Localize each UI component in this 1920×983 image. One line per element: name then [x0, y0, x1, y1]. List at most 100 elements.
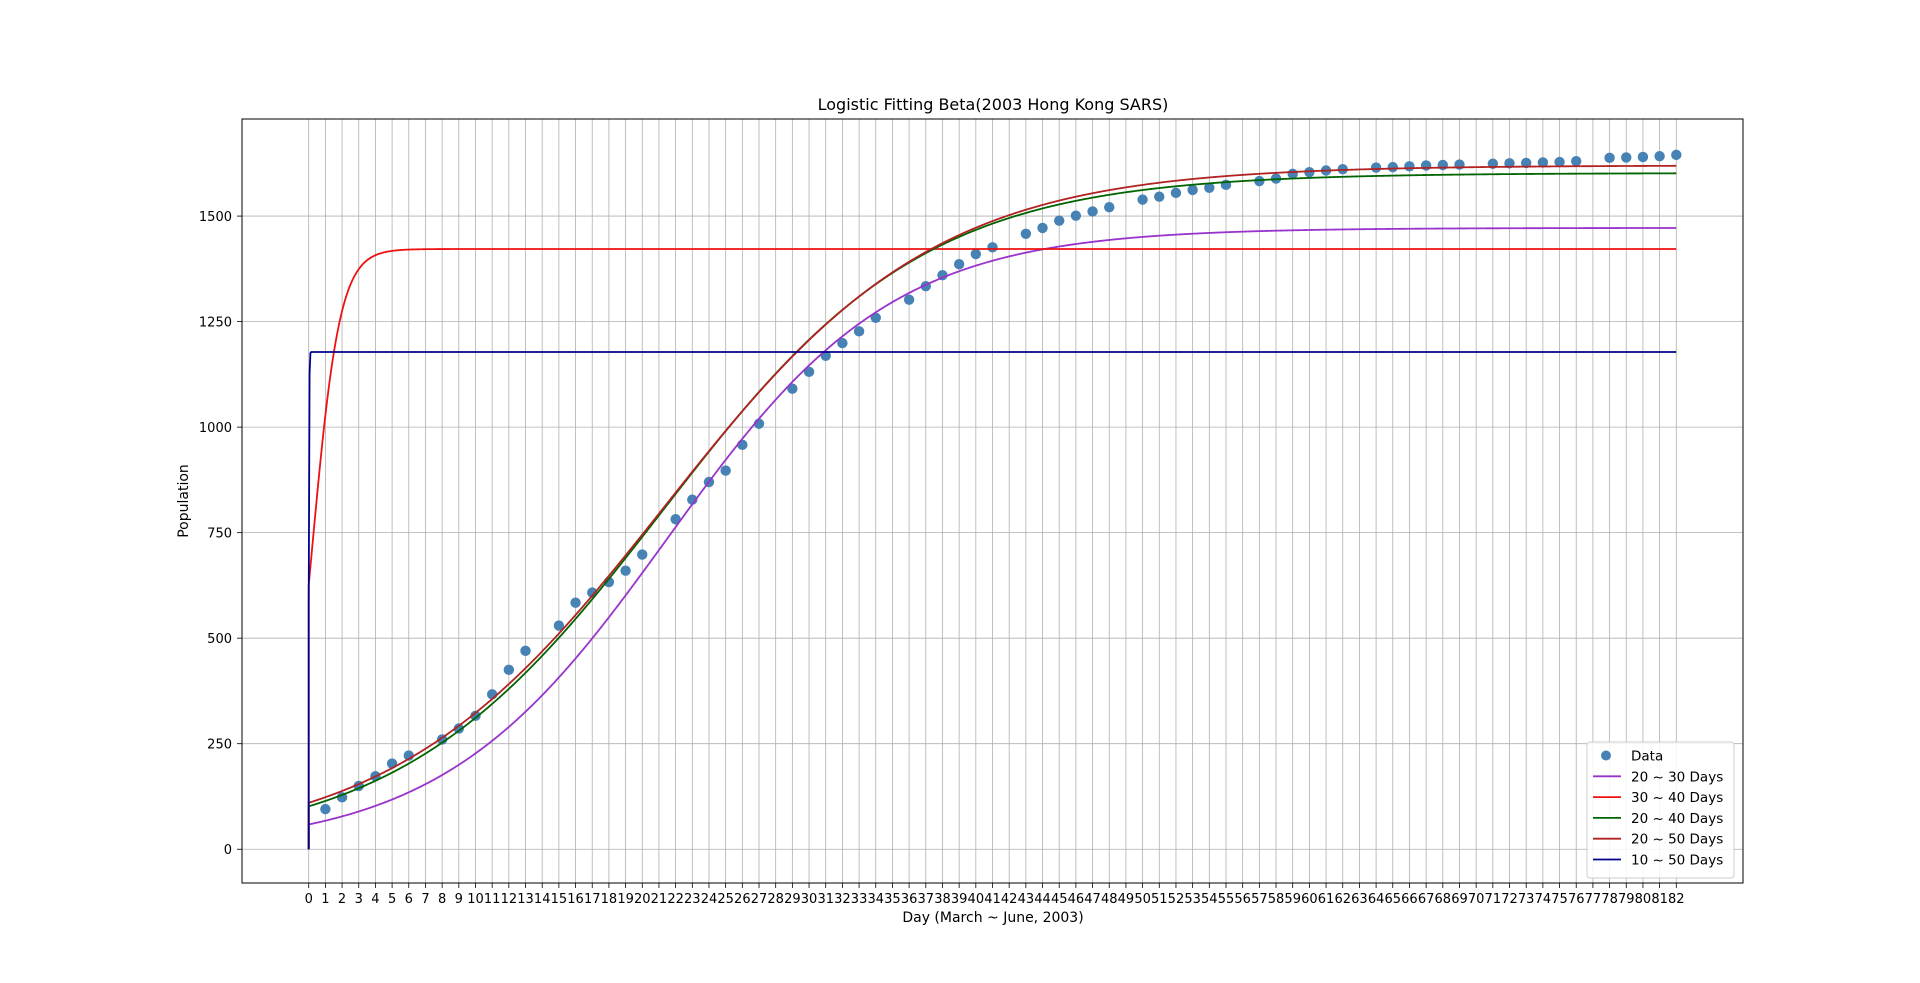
chart-title: Logistic Fitting Beta(2003 Hong Kong SAR… — [818, 95, 1169, 114]
x-tick-label: 9 — [455, 892, 463, 907]
x-tick-label: 58 — [1268, 892, 1285, 907]
data-point — [1154, 191, 1165, 202]
data-point — [1404, 161, 1415, 172]
x-tick-label: 60 — [1301, 892, 1318, 907]
x-tick-label: 14 — [534, 892, 551, 907]
y-tick-label: 250 — [207, 738, 232, 753]
x-tick-label: 45 — [1051, 892, 1068, 907]
x-tick-label: 66 — [1401, 892, 1418, 907]
grid — [242, 119, 1743, 883]
legend-label: 10 ~ 50 Days — [1631, 853, 1723, 869]
x-tick-label: 47 — [1084, 892, 1101, 907]
x-tick-label: 70 — [1468, 892, 1485, 907]
data-point — [670, 513, 681, 525]
data-point — [1604, 152, 1615, 164]
data-point — [1637, 151, 1649, 163]
data-point — [637, 549, 648, 560]
x-tick-label: 41 — [984, 892, 1001, 907]
x-tick-label: 31 — [817, 892, 834, 907]
series-layer — [307, 149, 1682, 850]
data-point — [453, 723, 465, 734]
data-point — [720, 465, 731, 476]
data-point — [1070, 210, 1082, 221]
legend-label: 20 ~ 30 Days — [1631, 769, 1723, 785]
series-line-10-50-days — [307, 351, 1677, 850]
x-tick-label: 26 — [734, 892, 751, 907]
x-tick-label: 42 — [1001, 892, 1018, 907]
x-tick-label: 11 — [484, 892, 501, 907]
data-point — [1137, 194, 1148, 205]
data-point — [1621, 152, 1632, 163]
x-tick-label: 53 — [1184, 892, 1201, 907]
x-tick-label: 81 — [1651, 892, 1668, 907]
legend-marker — [1601, 750, 1611, 761]
x-tick-label: 32 — [834, 892, 851, 907]
data-point — [520, 645, 531, 657]
series-line-30-40-days — [307, 248, 1677, 850]
data-point — [320, 803, 331, 815]
data-point — [1104, 202, 1115, 213]
data-point — [1187, 184, 1198, 196]
x-tick-label: 52 — [1168, 892, 1185, 907]
x-tick-label: 77 — [1585, 892, 1602, 907]
x-tick-label: 1 — [321, 892, 329, 907]
x-tick-label: 27 — [751, 892, 768, 907]
x-tick-label: 15 — [551, 892, 568, 907]
x-tick-label: 7 — [421, 892, 429, 907]
x-tick-label: 51 — [1151, 892, 1168, 907]
x-tick-label: 82 — [1668, 892, 1685, 907]
data-point — [1254, 175, 1265, 187]
legend: Data 20 ~ 30 Days 30 ~ 40 Days 20 ~ 40 Days… — [1586, 741, 1735, 879]
legend-entry: 30 ~ 40 Days — [1593, 790, 1723, 806]
data-point — [503, 664, 515, 676]
x-tick-label: 8 — [438, 892, 446, 907]
x-tick-label: 56 — [1234, 892, 1251, 907]
y-tick-label: 750 — [207, 527, 232, 542]
legend-entry: Data — [1601, 749, 1663, 765]
data-point — [1554, 156, 1565, 168]
x-tick-label: 33 — [851, 892, 868, 907]
x-tick-label: 19 — [617, 892, 634, 907]
x-tick-label: 71 — [1485, 892, 1502, 907]
x-tick-label: 36 — [901, 892, 918, 907]
x-tick-label: 79 — [1618, 892, 1635, 907]
x-tick-label: 0 — [305, 892, 313, 907]
legend-label: 30 ~ 40 Days — [1631, 790, 1723, 806]
data-point — [903, 294, 915, 305]
y-axis-label: Population — [176, 464, 192, 538]
x-tick-label: 28 — [767, 892, 784, 907]
x-tick-label: 23 — [684, 892, 701, 907]
x-tick-label: 54 — [1201, 892, 1218, 907]
legend-label: Data — [1631, 749, 1663, 765]
x-tick-label: 44 — [1034, 892, 1051, 907]
data-point — [837, 337, 848, 349]
x-tick-label: 2 — [338, 892, 346, 907]
data-point — [1304, 166, 1315, 178]
x-tick-label: 30 — [801, 892, 818, 907]
data-point — [987, 242, 998, 253]
y-axis-ticks: 0 250 500 750 1000 1250 1500 — [199, 210, 242, 858]
x-tick-label: 24 — [701, 892, 718, 907]
series-line-20-30-days — [307, 227, 1677, 850]
x-tick-label: 65 — [1384, 892, 1401, 907]
data-point — [1087, 206, 1098, 217]
x-tick-label: 35 — [884, 892, 901, 907]
x-tick-label: 25 — [717, 892, 734, 907]
x-tick-label: 38 — [934, 892, 951, 907]
x-tick-label: 5 — [388, 892, 396, 907]
y-tick-label: 500 — [207, 632, 232, 647]
data-point — [1520, 157, 1532, 169]
data-point — [1054, 215, 1065, 226]
x-tick-label: 72 — [1501, 892, 1518, 907]
legend-entry: 20 ~ 30 Days — [1593, 769, 1723, 785]
x-tick-label: 43 — [1018, 892, 1035, 907]
legend-entry: 20 ~ 50 Days — [1593, 832, 1723, 848]
x-tick-label: 63 — [1351, 892, 1368, 907]
data-point — [1571, 156, 1582, 167]
x-tick-label: 12 — [501, 892, 518, 907]
x-tick-label: 20 — [634, 892, 651, 907]
x-tick-label: 6 — [405, 892, 413, 907]
x-tick-label: 59 — [1284, 892, 1301, 907]
data-point — [1654, 150, 1665, 162]
data-point — [687, 494, 698, 505]
